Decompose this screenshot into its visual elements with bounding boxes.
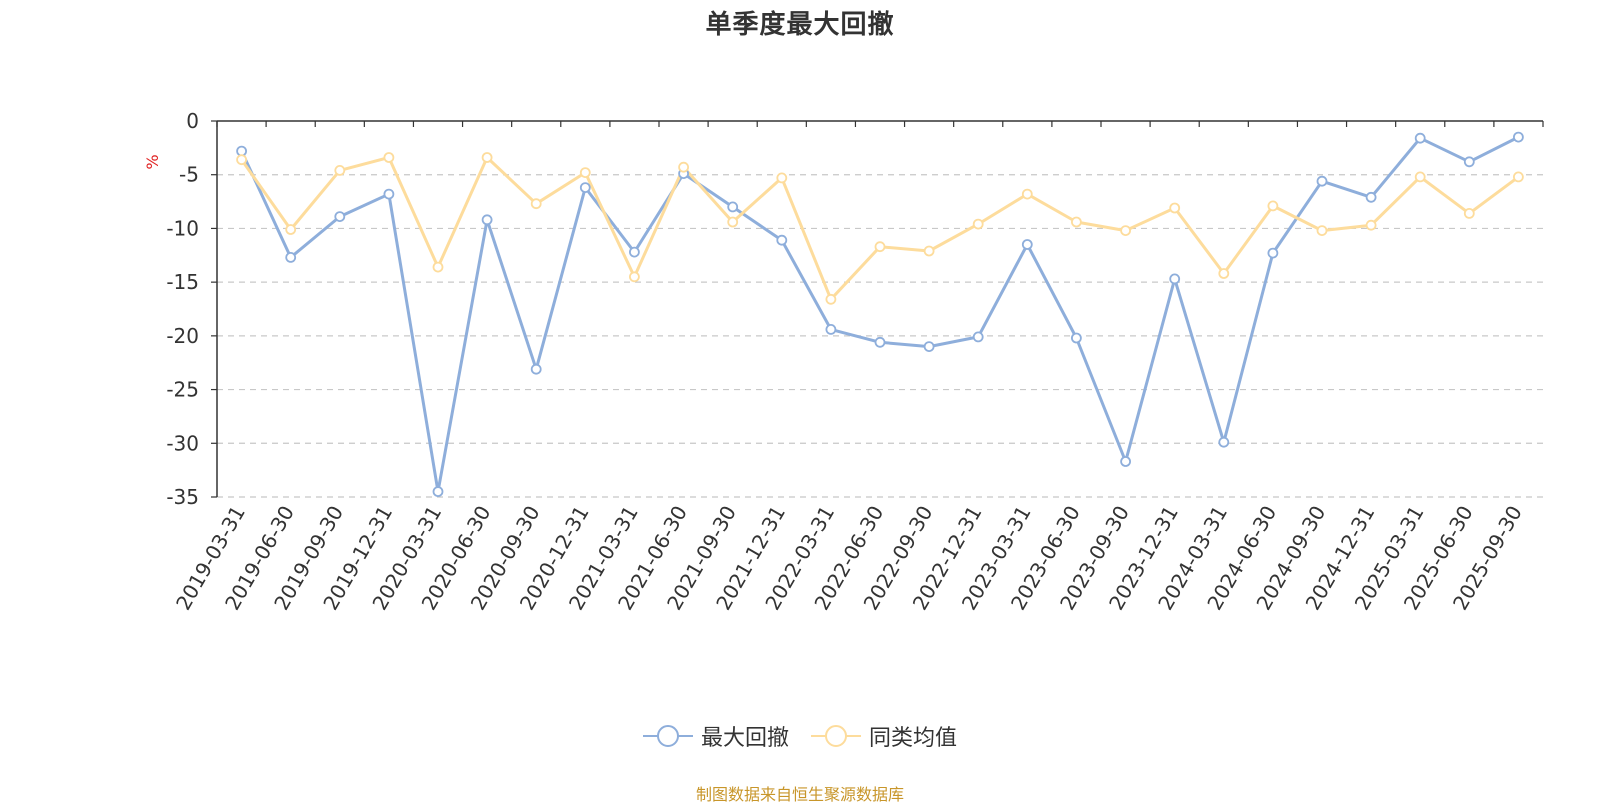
data-point bbox=[1218, 436, 1230, 448]
data-point bbox=[530, 198, 542, 210]
data-point bbox=[1021, 188, 1033, 200]
data-point bbox=[579, 182, 591, 194]
legend-label: 最大回撤 bbox=[700, 726, 789, 751]
data-point bbox=[1169, 273, 1181, 285]
legend: 最大回撤 同类均值 bbox=[0, 720, 1600, 752]
data-point bbox=[1120, 456, 1131, 467]
data-point bbox=[285, 224, 297, 235]
grid-lines bbox=[217, 174, 1543, 498]
y-tick-label: -30 bbox=[166, 431, 199, 455]
data-point bbox=[1463, 156, 1475, 168]
data-point bbox=[972, 218, 984, 230]
data-point bbox=[629, 246, 640, 258]
axes bbox=[211, 120, 1544, 498]
data-point bbox=[874, 336, 886, 348]
data-point bbox=[432, 486, 444, 498]
data-point bbox=[1267, 247, 1279, 259]
data-point bbox=[285, 251, 297, 263]
data-point bbox=[383, 188, 395, 200]
series-lines bbox=[236, 131, 1524, 498]
data-point bbox=[825, 293, 837, 305]
data-point bbox=[481, 152, 493, 163]
data-point bbox=[1071, 216, 1082, 228]
data-point bbox=[530, 363, 542, 375]
y-tick-label: -10 bbox=[166, 216, 199, 240]
data-point bbox=[481, 214, 493, 226]
data-point bbox=[1365, 219, 1377, 231]
data-point bbox=[923, 341, 935, 353]
data-point bbox=[236, 145, 248, 157]
data-point bbox=[383, 152, 395, 163]
y-tick-label: 0 bbox=[186, 109, 199, 133]
data-point bbox=[1218, 268, 1230, 279]
series-line-max-drawdown bbox=[240, 135, 1520, 494]
data-point bbox=[1316, 175, 1328, 187]
y-tick-label: -25 bbox=[166, 378, 199, 402]
legend-line-circle-icon bbox=[811, 725, 861, 747]
y-tick-label: -5 bbox=[179, 163, 199, 187]
data-point bbox=[1463, 207, 1475, 219]
data-point bbox=[1120, 225, 1131, 237]
legend-line-circle-icon bbox=[642, 725, 693, 747]
data-point bbox=[629, 271, 640, 283]
data-point bbox=[1365, 191, 1377, 203]
data-point bbox=[727, 201, 739, 213]
y-tick-label: -20 bbox=[166, 324, 199, 348]
y-axis-unit-label: % bbox=[143, 154, 162, 169]
y-tick-label: -15 bbox=[166, 270, 199, 294]
data-point bbox=[825, 323, 837, 335]
legend-label: 同类均值 bbox=[869, 726, 958, 751]
data-point bbox=[776, 234, 788, 246]
data-point bbox=[972, 331, 984, 343]
data-point bbox=[1316, 225, 1328, 237]
data-point bbox=[1169, 202, 1181, 214]
data-point bbox=[776, 172, 788, 184]
chart-title: 单季度最大回撤 bbox=[705, 10, 895, 40]
data-point bbox=[1021, 239, 1033, 250]
data-point bbox=[874, 241, 886, 253]
data-point bbox=[727, 216, 739, 228]
data-point bbox=[334, 164, 346, 176]
data-point bbox=[1513, 171, 1524, 183]
data-point bbox=[1513, 131, 1524, 143]
data-point bbox=[1071, 332, 1082, 344]
data-point bbox=[432, 261, 444, 273]
data-point bbox=[1414, 171, 1426, 183]
data-point bbox=[579, 167, 591, 179]
y-tick-label: -35 bbox=[166, 485, 199, 509]
data-point bbox=[236, 154, 248, 166]
data-point bbox=[678, 161, 689, 173]
data-point bbox=[923, 245, 935, 257]
legend-item-max-drawdown[interactable]: 最大回撤 bbox=[642, 720, 789, 752]
data-point bbox=[1414, 132, 1426, 144]
data-point bbox=[334, 211, 346, 223]
source-note: 制图数据来自恒生聚源数据库 bbox=[695, 785, 904, 804]
data-point bbox=[1267, 200, 1279, 212]
legend-item-peer-average[interactable]: 同类均值 bbox=[811, 720, 957, 752]
